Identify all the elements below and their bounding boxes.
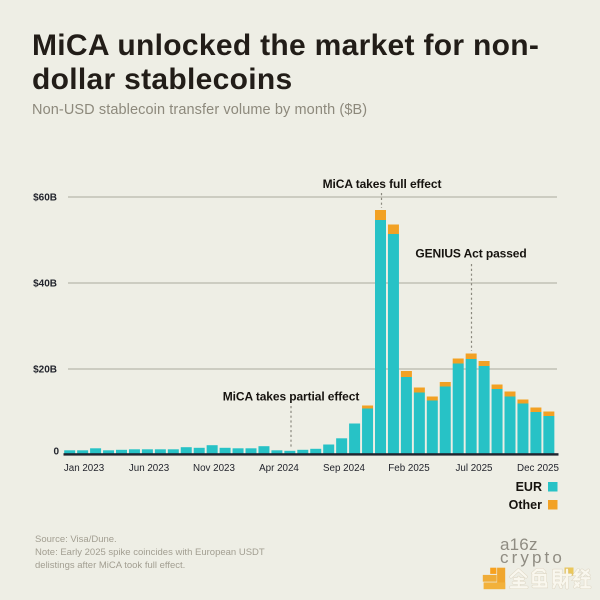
svg-text:Jan 2023: Jan 2023 (64, 463, 105, 474)
svg-text:Sep 2024: Sep 2024 (323, 463, 365, 474)
svg-text:$20B: $20B (33, 365, 57, 376)
svg-text:$60B: $60B (33, 193, 57, 204)
svg-text:Nov 2023: Nov 2023 (193, 463, 235, 474)
svg-text:EUR: EUR (516, 480, 542, 494)
svg-text:Jun 2023: Jun 2023 (129, 463, 170, 474)
svg-text:Jul 2025: Jul 2025 (455, 463, 493, 474)
svg-text:Feb 2025: Feb 2025 (388, 463, 430, 474)
svg-text:$40B: $40B (33, 279, 57, 290)
svg-text:0: 0 (53, 447, 59, 458)
svg-text:Dec 2025: Dec 2025 (517, 463, 559, 474)
svg-text:Other: Other (509, 498, 542, 512)
svg-text:MiCA takes partial effect: MiCA takes partial effect (223, 390, 360, 404)
svg-text:GENIUS Act passed: GENIUS Act passed (415, 247, 526, 261)
svg-text:MiCA takes full effect: MiCA takes full effect (323, 177, 442, 191)
svg-text:Apr 2024: Apr 2024 (259, 463, 299, 474)
